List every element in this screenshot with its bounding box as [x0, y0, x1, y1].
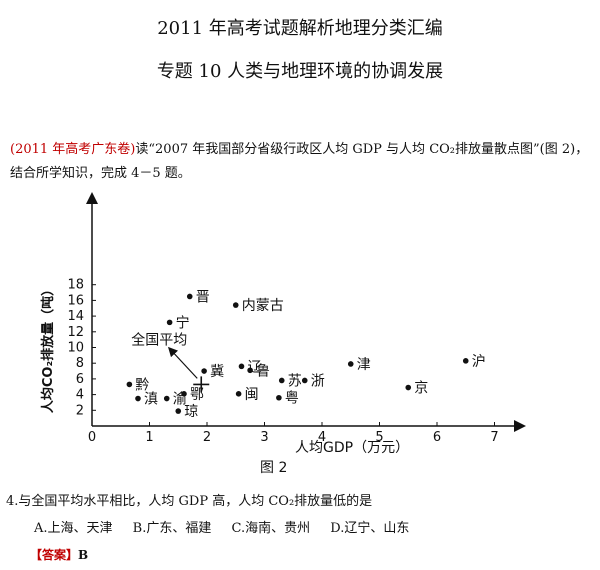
point-label: 粤 [285, 391, 299, 407]
intro-paragraph: (2011 年高考广东卷)读“2007 年我国部分省级行政区人均 GDP 与人均… [10, 138, 595, 186]
data-point [135, 395, 141, 402]
answer-value: B [78, 548, 89, 562]
point-label: 津 [357, 357, 371, 373]
data-point [238, 363, 245, 370]
point-label: 晋 [196, 289, 210, 305]
figure-caption: 图 2 [260, 460, 287, 476]
point-label: 内蒙古 [242, 298, 284, 314]
y-tick-label: 16 [67, 293, 84, 308]
document-subtitle: 专题 10 人类与地理环境的协调发展 [156, 61, 444, 82]
option-a: A.上海、天津 [34, 521, 113, 536]
average-label: 全国平均 [131, 331, 187, 348]
data-point [347, 361, 354, 367]
data-point [278, 377, 285, 384]
data-point [405, 384, 412, 391]
data-point [186, 293, 193, 300]
average-pointer [167, 346, 198, 379]
option-d: D.辽宁、山东 [330, 521, 410, 536]
point-label: 黔 [135, 377, 149, 393]
x-tick-label: 4 [318, 430, 326, 445]
x-tick-label: 5 [375, 430, 383, 445]
scatter-chart: 0 1 2 3 4 5 6 724681012141618 晋内蒙古宁辽鲁冀津沪苏浙京黔滇渝鄂… [40, 192, 526, 476]
x-tick-label: 0 [88, 430, 96, 445]
option-b: B.广东、福建 [132, 521, 212, 536]
data-point [235, 391, 242, 397]
source-tag: (2011 年高考广东卷) [10, 142, 136, 157]
point-label: 沪 [472, 354, 486, 370]
data-point [462, 358, 469, 364]
data-point [247, 367, 253, 374]
x-tick-label: 1 [145, 430, 153, 445]
y-tick-label: 12 [67, 325, 84, 340]
point-label: 鲁 [256, 363, 270, 379]
point-label: 滇 [144, 392, 158, 408]
answer: 【答案】B [30, 546, 88, 563]
y-tick-label: 4 [76, 388, 84, 403]
answer-label: 【答案】 [30, 548, 79, 562]
y-tick-label: 10 [67, 341, 84, 356]
x-tick-label: 7 [490, 430, 498, 445]
scatter-figure: 0 1 2 3 4 5 6 7 2 4 6 8 10 12 14 16 18 晋内蒙古宁辽鲁冀津沪苏浙京黔滇渝鄂… [0, 188, 600, 478]
intro-line-2: 结合所学知识，完成 4－5 题。 [10, 166, 191, 181]
x-axis-label: 人均GDP（万元） [295, 440, 409, 456]
data-point [276, 394, 282, 401]
data-point [181, 391, 187, 397]
point-label: 闽 [245, 387, 259, 403]
option-c: C.海南、贵州 [231, 521, 311, 536]
data-point [201, 368, 207, 374]
y-axis-label: 人均CO₂排放量（吨） [40, 283, 56, 413]
point-label: 冀 [210, 364, 224, 380]
document-title: 2011 年高考试题解析地理分类汇编 [157, 18, 443, 39]
data-point [175, 408, 182, 414]
y-tick-label: 6 [76, 372, 84, 387]
y-tick-label: 2 [76, 403, 84, 418]
options: A.上海、天津 B.广东、福建 C.海南、贵州 D.辽宁、山东 [34, 517, 425, 536]
x-tick-label: 3 [260, 430, 268, 445]
point-label: 苏 [288, 373, 302, 389]
data-point [163, 395, 170, 402]
point-label: 浙 [311, 373, 325, 389]
point-label: 宁 [176, 314, 190, 331]
y-tick-label: 14 [67, 309, 84, 324]
y-tick-label: 18 [67, 278, 84, 293]
x-tick-label: 2 [203, 430, 211, 445]
data-point [301, 377, 308, 384]
point-label: 琼 [184, 404, 198, 420]
data-point [166, 319, 173, 326]
point-label: 京 [414, 381, 428, 397]
question-4: 4.与全国平均水平相比，人均 GDP 高，人均 CO₂排放量低的是 [6, 494, 373, 509]
x-tick-label: 6 [433, 430, 441, 445]
y-tick-label: 8 [76, 356, 84, 371]
data-point [232, 302, 239, 308]
intro-text: 读“2007 年我国部分省级行政区人均 GDP 与人均 CO₂排放量散点图”(图… [135, 142, 589, 157]
data-point [126, 381, 133, 388]
